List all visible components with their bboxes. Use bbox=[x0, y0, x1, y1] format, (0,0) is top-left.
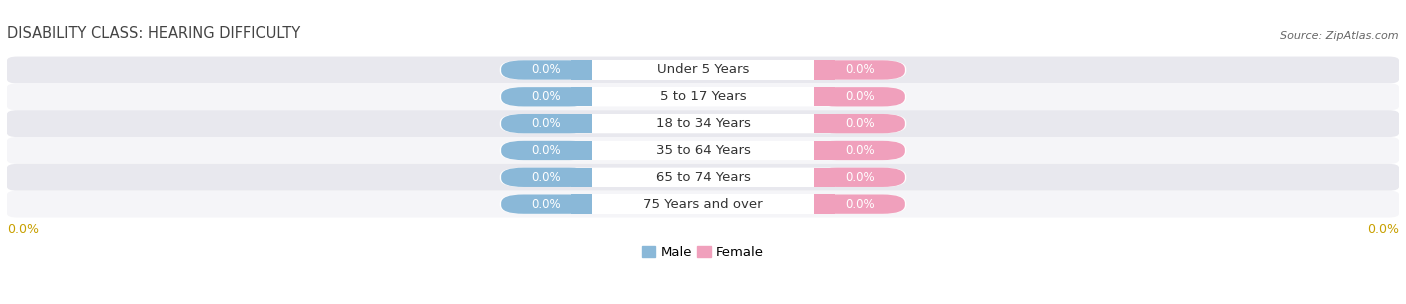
FancyBboxPatch shape bbox=[592, 141, 814, 160]
FancyBboxPatch shape bbox=[571, 168, 592, 187]
Text: 0.0%: 0.0% bbox=[845, 117, 875, 130]
FancyBboxPatch shape bbox=[499, 141, 907, 160]
FancyBboxPatch shape bbox=[501, 87, 592, 106]
FancyBboxPatch shape bbox=[592, 60, 814, 80]
Text: Source: ZipAtlas.com: Source: ZipAtlas.com bbox=[1281, 31, 1399, 41]
FancyBboxPatch shape bbox=[7, 137, 1399, 164]
FancyBboxPatch shape bbox=[499, 114, 907, 133]
FancyBboxPatch shape bbox=[499, 87, 907, 106]
Text: 0.0%: 0.0% bbox=[845, 171, 875, 184]
Text: 0.0%: 0.0% bbox=[531, 117, 561, 130]
Text: 0.0%: 0.0% bbox=[845, 64, 875, 77]
FancyBboxPatch shape bbox=[814, 87, 905, 106]
Text: DISABILITY CLASS: HEARING DIFFICULTY: DISABILITY CLASS: HEARING DIFFICULTY bbox=[7, 26, 301, 41]
FancyBboxPatch shape bbox=[571, 87, 592, 106]
Text: 0.0%: 0.0% bbox=[1367, 223, 1399, 237]
FancyBboxPatch shape bbox=[7, 83, 1399, 110]
FancyBboxPatch shape bbox=[592, 87, 814, 106]
FancyBboxPatch shape bbox=[814, 195, 905, 214]
FancyBboxPatch shape bbox=[592, 114, 814, 133]
FancyBboxPatch shape bbox=[571, 141, 592, 160]
Text: 65 to 74 Years: 65 to 74 Years bbox=[655, 171, 751, 184]
Text: 0.0%: 0.0% bbox=[531, 198, 561, 211]
FancyBboxPatch shape bbox=[814, 168, 835, 187]
FancyBboxPatch shape bbox=[499, 60, 907, 80]
Text: 0.0%: 0.0% bbox=[531, 144, 561, 157]
Legend: Male, Female: Male, Female bbox=[637, 241, 769, 264]
Text: 0.0%: 0.0% bbox=[845, 90, 875, 103]
FancyBboxPatch shape bbox=[501, 141, 592, 160]
FancyBboxPatch shape bbox=[814, 114, 905, 133]
FancyBboxPatch shape bbox=[571, 60, 592, 80]
Text: 0.0%: 0.0% bbox=[7, 223, 39, 237]
FancyBboxPatch shape bbox=[571, 114, 592, 133]
FancyBboxPatch shape bbox=[814, 87, 835, 106]
FancyBboxPatch shape bbox=[501, 195, 592, 214]
Text: Under 5 Years: Under 5 Years bbox=[657, 64, 749, 77]
Text: 0.0%: 0.0% bbox=[531, 171, 561, 184]
FancyBboxPatch shape bbox=[814, 141, 905, 160]
FancyBboxPatch shape bbox=[814, 168, 905, 187]
FancyBboxPatch shape bbox=[7, 164, 1399, 191]
FancyBboxPatch shape bbox=[814, 141, 835, 160]
Text: 35 to 64 Years: 35 to 64 Years bbox=[655, 144, 751, 157]
FancyBboxPatch shape bbox=[7, 110, 1399, 137]
FancyBboxPatch shape bbox=[814, 60, 835, 80]
Text: 0.0%: 0.0% bbox=[531, 90, 561, 103]
FancyBboxPatch shape bbox=[592, 168, 814, 187]
Text: 0.0%: 0.0% bbox=[845, 198, 875, 211]
Text: 75 Years and over: 75 Years and over bbox=[643, 198, 763, 211]
FancyBboxPatch shape bbox=[814, 195, 835, 214]
FancyBboxPatch shape bbox=[571, 195, 592, 214]
FancyBboxPatch shape bbox=[499, 195, 907, 214]
FancyBboxPatch shape bbox=[501, 114, 592, 133]
FancyBboxPatch shape bbox=[7, 57, 1399, 83]
FancyBboxPatch shape bbox=[499, 168, 907, 187]
FancyBboxPatch shape bbox=[814, 60, 905, 80]
FancyBboxPatch shape bbox=[501, 60, 592, 80]
FancyBboxPatch shape bbox=[501, 168, 592, 187]
Text: 0.0%: 0.0% bbox=[845, 144, 875, 157]
FancyBboxPatch shape bbox=[7, 191, 1399, 218]
Text: 18 to 34 Years: 18 to 34 Years bbox=[655, 117, 751, 130]
Text: 0.0%: 0.0% bbox=[531, 64, 561, 77]
FancyBboxPatch shape bbox=[592, 195, 814, 214]
Text: 5 to 17 Years: 5 to 17 Years bbox=[659, 90, 747, 103]
FancyBboxPatch shape bbox=[814, 114, 835, 133]
